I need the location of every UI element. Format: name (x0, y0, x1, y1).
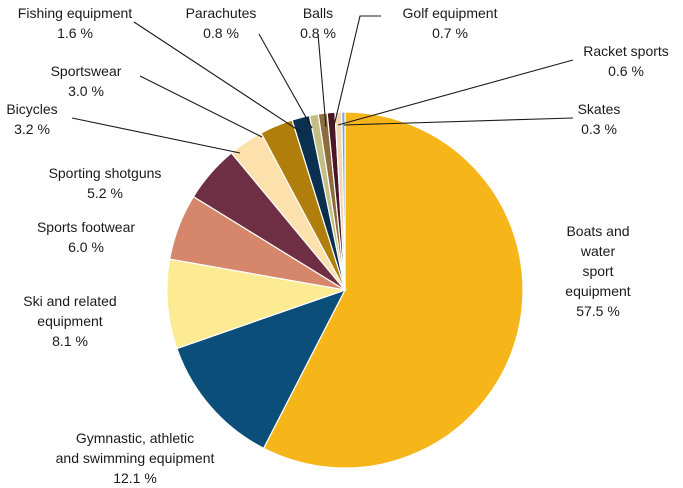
pie-slice-gymnastic-athletic-and-swimming-equipment (176, 288, 347, 450)
slice-name-label: equipment (37, 313, 102, 329)
leader-line (333, 15, 381, 127)
slice-name-label: sport (582, 263, 613, 279)
slice-value-label: 0.3 % (581, 121, 617, 137)
leader-line (133, 21, 302, 133)
slice-label: Golf equipment 0.7 % (403, 5, 498, 41)
slice-label: Sportswear 3.0 % (51, 63, 122, 99)
slice-name-label: Skates (578, 101, 621, 117)
slice-label: Sporting shotguns 5.2 % (49, 165, 162, 201)
slice-label: Balls 0.8 % (300, 5, 336, 41)
slice-label: Skates 0.3 % (578, 101, 621, 137)
slice-name-label: Racket sports (583, 43, 669, 59)
pie-slices (166, 111, 524, 469)
leader-line (258, 33, 313, 129)
slice-name-label: Gymnastic, athletic (76, 430, 194, 446)
slice-name-label: Sportswear (51, 63, 122, 79)
pie-slice-skates (341, 111, 346, 291)
slice-value-label: 0.6 % (608, 63, 644, 79)
slice-name-label: water (580, 243, 616, 259)
slice-name-label: Ski and related (23, 293, 116, 309)
pie-slice-ski-and-related-equipment (166, 258, 348, 350)
slice-value-label: 12.1 % (113, 470, 157, 486)
slice-name-label: Balls (303, 5, 333, 21)
slice-label: Bicycles 3.2 % (6, 101, 57, 137)
leader-line (139, 75, 263, 138)
slice-label: Fishing equipment 1.6 % (18, 5, 133, 41)
slice-label: Racket sports 0.6 % (583, 43, 669, 79)
slice-label: Boats and water sport equipment 57.5 % (565, 223, 630, 319)
slice-value-label: 3.0 % (68, 83, 104, 99)
slice-value-label: 6.0 % (68, 239, 104, 255)
slice-name-label: and swimming equipment (56, 450, 215, 466)
slice-label: Sports footwear 6.0 % (37, 219, 135, 255)
slice-name-label: Boats and (566, 223, 629, 239)
slice-value-label: 8.1 % (52, 333, 88, 349)
slice-name-label: Parachutes (186, 5, 257, 21)
slice-value-label: 5.2 % (87, 185, 123, 201)
slice-label: Gymnastic, athletic and swimming equipmen… (56, 430, 215, 486)
leader-lines (71, 15, 574, 154)
slice-value-label: 0.7 % (432, 25, 468, 41)
slice-label: Parachutes 0.8 % (186, 5, 257, 41)
slice-name-label: Sports footwear (37, 219, 135, 235)
slice-value-label: 3.2 % (14, 121, 50, 137)
slice-value-label: 0.8 % (300, 25, 336, 41)
slice-value-label: 0.8 % (203, 25, 239, 41)
slice-name-label: equipment (565, 283, 630, 299)
pie-slice-boats-and-water-sport-equipment (262, 111, 524, 469)
slice-name-label: Golf equipment (403, 5, 498, 21)
slice-name-label: Sporting shotguns (49, 165, 162, 181)
slice-value-label: 57.5 % (576, 303, 620, 319)
slice-labels: Boats and water sport equipment 57.5 % Gymnas… (6, 5, 668, 486)
leader-line (317, 33, 327, 128)
slice-name-label: Fishing equipment (18, 5, 133, 21)
leader-line (71, 117, 241, 154)
leader-line (337, 59, 574, 126)
slice-label: Ski and related equipment 8.1 % (23, 293, 116, 349)
leader-line (343, 117, 574, 126)
slice-name-label: Bicycles (6, 101, 57, 117)
slice-value-label: 1.6 % (57, 25, 93, 41)
